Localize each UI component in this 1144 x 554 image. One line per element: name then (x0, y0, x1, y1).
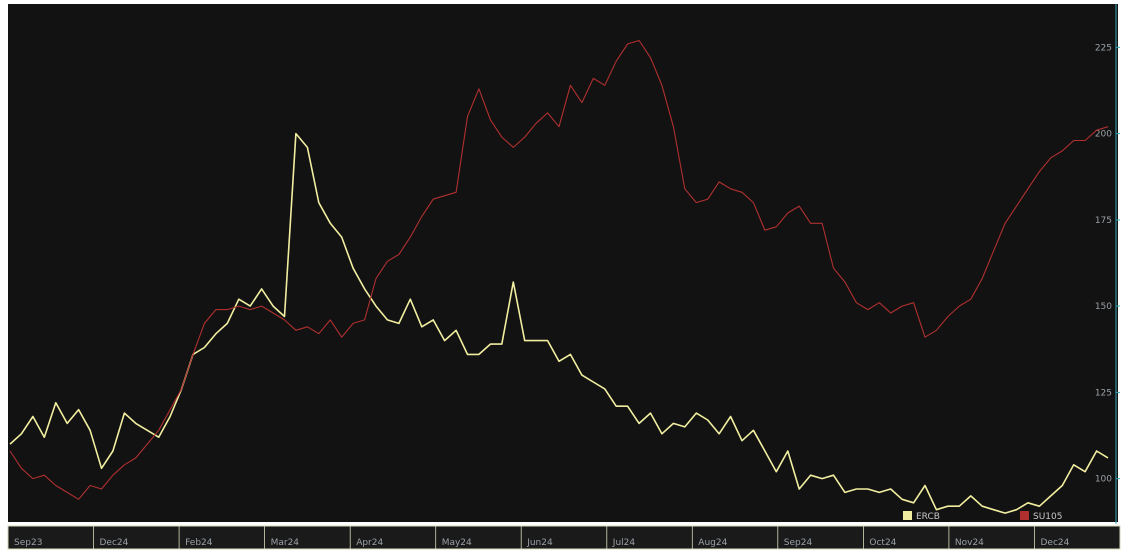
x-tick-label-5: May24 (442, 538, 472, 548)
x-tick-label-2: Feb24 (185, 538, 213, 548)
legend-label-su105: SU105 (1033, 512, 1062, 522)
y-tick-label-5: 100 (1095, 475, 1112, 485)
x-tick-label-6: Jun24 (526, 538, 553, 548)
legend: ERCB SU105 (903, 511, 1062, 522)
x-tick-label-8: Aug24 (698, 538, 727, 548)
x-tick-label-1: Dec24 (100, 538, 129, 548)
legend-label-ercb: ERCB (916, 512, 940, 522)
x-tick-label-7: Jul24 (612, 538, 636, 548)
x-tick-label-11: Nov24 (955, 538, 984, 548)
x-tick-label-0: Sep23 (14, 538, 42, 548)
y-tick-label-4: 125 (1095, 388, 1112, 398)
y-tick-label-2: 175 (1095, 216, 1112, 226)
x-axis-frame (7, 525, 1121, 550)
series-line-su105 (9, 39, 1109, 500)
y-tick-label-1: 200 (1095, 130, 1112, 140)
x-tick-label-4: Apr24 (356, 538, 383, 548)
y-axis-ticks: 225 200 175 150 125 100 (1095, 43, 1120, 485)
x-tick-label-12: Dec24 (1041, 538, 1070, 548)
legend-swatch-ercb (903, 511, 912, 520)
series-layer (9, 39, 1109, 514)
x-tick-label-10: Oct24 (869, 538, 896, 548)
chart-background (8, 4, 1118, 522)
x-axis-ticks: Sep23 Dec24 Feb24 Mar24 Apr24 May24 Jun24 Jul24… (7, 526, 1070, 549)
x-tick-label-3: Mar24 (271, 538, 300, 548)
legend-swatch-su105 (1020, 511, 1029, 520)
y-tick-label-3: 150 (1095, 302, 1112, 312)
x-tick-label-9: Sep24 (784, 538, 813, 548)
y-tick-label-0: 225 (1095, 43, 1112, 53)
